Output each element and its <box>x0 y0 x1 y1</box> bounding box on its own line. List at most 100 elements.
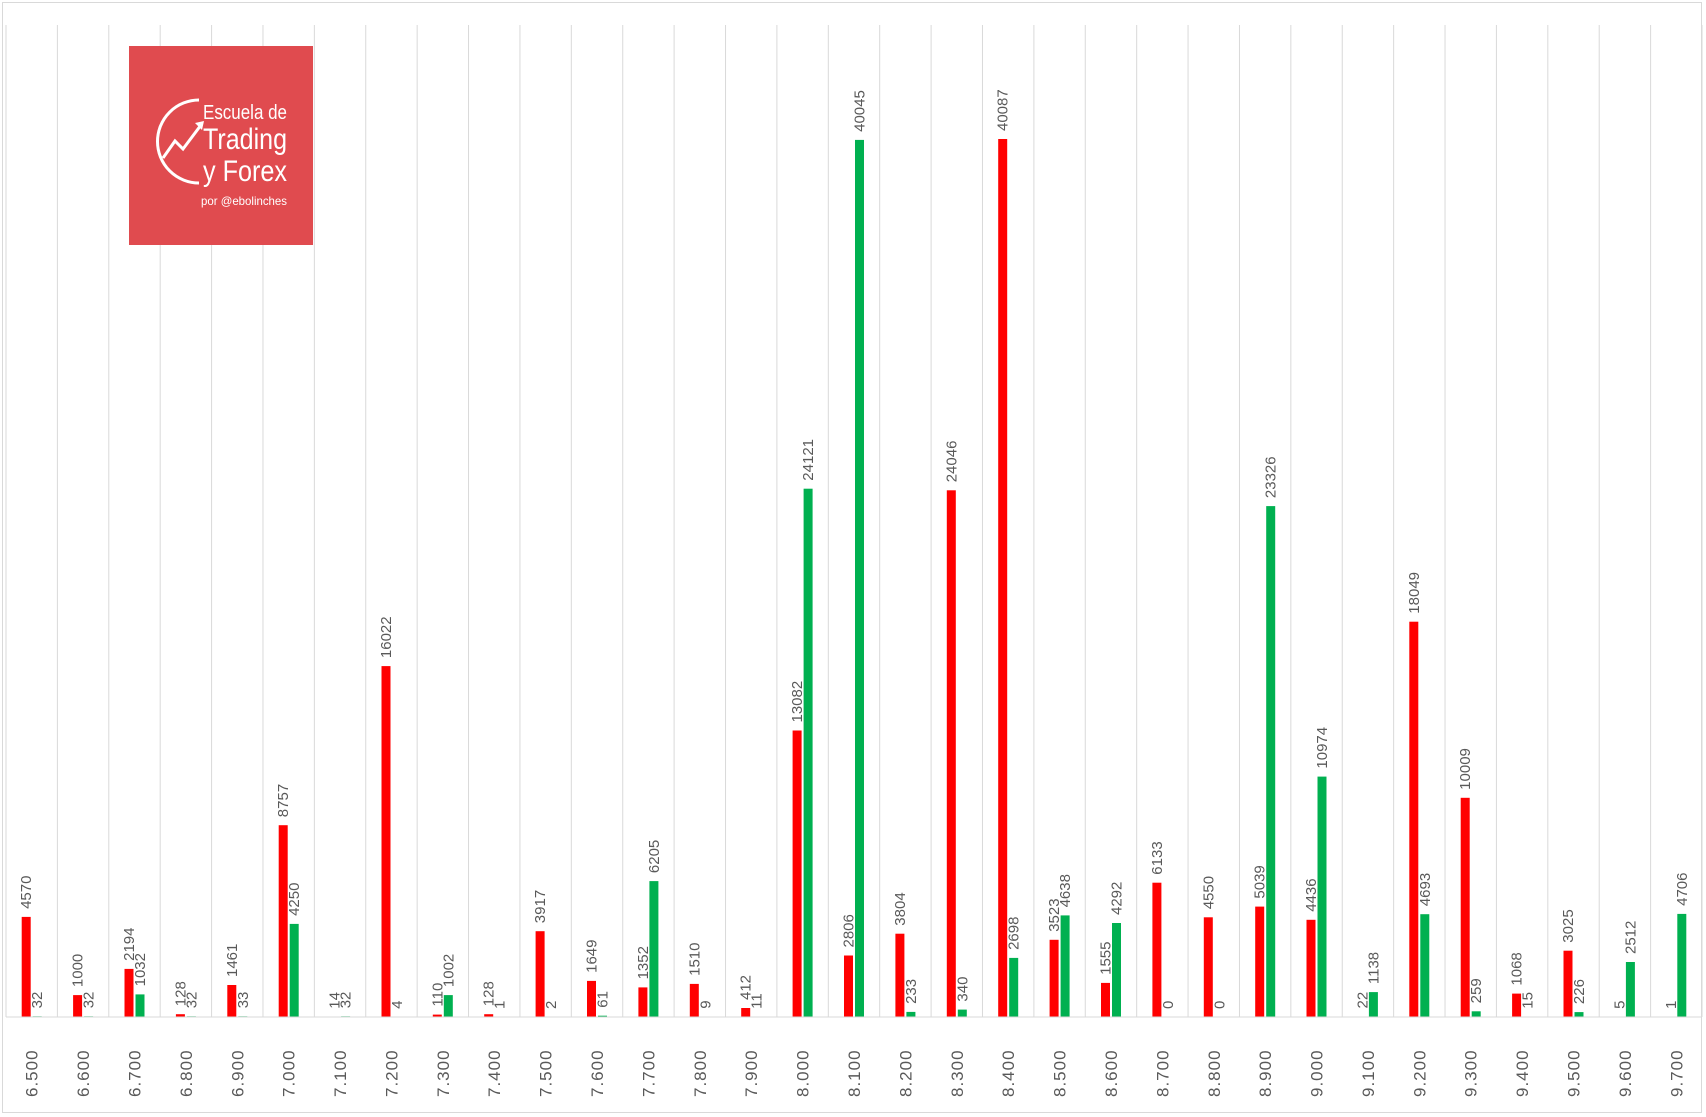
x-tick-label: 7.900 <box>742 1049 761 1097</box>
emblem-arc <box>156 98 200 185</box>
x-axis-ticks: 6.500 6.600 6.700 6.800 6.900 7.000 7.100 7.200… <box>23 1049 1687 1097</box>
data-label: 110 <box>429 983 446 1007</box>
data-label: 233 <box>903 979 920 1004</box>
data-label: 1649 <box>584 940 601 973</box>
data-label: 1138 <box>1365 952 1382 984</box>
bar <box>792 730 802 1017</box>
x-tick-label: 6.600 <box>74 1049 93 1097</box>
data-label: 11 <box>749 993 766 1009</box>
data-label: 128 <box>481 981 498 1006</box>
data-label: 1461 <box>224 944 241 977</box>
bar <box>1306 919 1316 1017</box>
bar <box>1625 962 1635 1017</box>
data-label: 22 <box>1354 992 1371 1009</box>
bar <box>587 980 596 1017</box>
data-label: 6205 <box>646 840 663 873</box>
data-label: 32 <box>338 992 355 1009</box>
bar <box>1152 882 1162 1017</box>
data-label: 61 <box>595 991 612 1008</box>
data-label: 2512 <box>1622 921 1639 954</box>
data-label: 4292 <box>1109 882 1126 915</box>
logo-line-4: por @ebolinches <box>201 194 287 208</box>
bar <box>1049 939 1059 1017</box>
data-label: 15 <box>1520 992 1537 1009</box>
bar <box>535 931 545 1017</box>
x-tick-label: 8.900 <box>1256 1049 1275 1097</box>
x-tick-label: 8.300 <box>948 1049 967 1097</box>
data-label: 1032 <box>132 953 149 986</box>
bar <box>21 916 31 1017</box>
data-label: 4570 <box>18 876 35 909</box>
data-label: 226 <box>1571 979 1588 1004</box>
bar <box>1266 506 1276 1017</box>
data-label: 40045 <box>852 90 869 132</box>
x-tick-label: 7.000 <box>280 1049 299 1097</box>
x-tick-label: 9.600 <box>1616 1049 1635 1097</box>
bar <box>1009 957 1019 1017</box>
x-tick-label: 8.600 <box>1102 1049 1121 1097</box>
x-tick-label: 9.200 <box>1410 1049 1429 1097</box>
x-tick-label: 8.500 <box>1051 1049 1070 1097</box>
data-label: 2806 <box>841 914 858 947</box>
bar <box>175 1014 185 1017</box>
x-tick-label: 9.700 <box>1667 1049 1686 1097</box>
x-tick-label: 6.800 <box>177 1049 196 1097</box>
data-label: 3523 <box>1046 898 1063 931</box>
emblem-arrow-head <box>195 121 204 130</box>
data-label: 10009 <box>1457 748 1474 790</box>
data-label: 32 <box>183 992 200 1009</box>
data-label: 128 <box>172 981 189 1006</box>
data-label: 4706 <box>1674 873 1691 906</box>
x-tick-label: 8.000 <box>794 1049 813 1097</box>
data-label: 10974 <box>1314 727 1331 769</box>
data-label: 0 <box>1160 1001 1177 1009</box>
bar <box>906 1011 916 1017</box>
data-label: 24046 <box>943 441 960 483</box>
bar <box>895 933 905 1017</box>
data-label: 33 <box>235 992 252 1009</box>
data-label: 1510 <box>686 943 703 976</box>
data-label: 32 <box>81 992 98 1009</box>
data-label: 1068 <box>1509 952 1526 985</box>
data-label: 2698 <box>1006 917 1023 950</box>
logo-line-3: y Forex <box>203 155 287 188</box>
bar <box>1574 1012 1584 1017</box>
bar <box>1677 913 1687 1017</box>
data-label: 4250 <box>286 883 303 916</box>
data-label: 6133 <box>1149 841 1166 874</box>
bar <box>1317 776 1327 1017</box>
x-tick-label: 8.800 <box>1205 1049 1224 1097</box>
x-tick-label: 9.400 <box>1513 1049 1532 1097</box>
x-tick-label: 6.900 <box>228 1049 247 1097</box>
data-label: 3804 <box>892 892 909 925</box>
bar <box>638 987 648 1017</box>
bar <box>73 995 83 1017</box>
x-tick-label: 7.400 <box>485 1049 504 1097</box>
emblem-trend-line <box>161 124 203 159</box>
bar <box>1060 915 1070 1017</box>
data-label: 5 <box>1611 1001 1628 1009</box>
bar <box>689 983 699 1017</box>
x-tick-label: 7.800 <box>691 1049 710 1097</box>
data-label: 4550 <box>1200 876 1217 909</box>
data-label: 2 <box>543 1001 560 1009</box>
bar-chart: 4570321000322194103212832146133875742501… <box>5 25 1703 1097</box>
x-tick-label: 7.700 <box>639 1049 658 1097</box>
x-tick-label: 9.000 <box>1308 1049 1327 1097</box>
data-label: 1002 <box>440 954 457 987</box>
x-tick-label: 7.200 <box>383 1049 402 1097</box>
x-tick-label: 8.400 <box>999 1049 1018 1097</box>
data-label: 2194 <box>121 928 138 961</box>
logo-background <box>129 46 313 245</box>
data-label: 340 <box>954 977 971 1002</box>
bar <box>1101 982 1110 1017</box>
logo-line-1: Escuela de <box>203 102 287 124</box>
bar <box>289 923 299 1017</box>
bar <box>1409 621 1419 1017</box>
bar <box>135 994 145 1017</box>
bar <box>1203 917 1213 1017</box>
bar <box>1368 992 1378 1017</box>
data-labels: 4570321000322194103212832146133875742501… <box>18 89 1691 1009</box>
x-tick-label: 7.600 <box>588 1049 607 1097</box>
bar <box>598 1015 607 1017</box>
